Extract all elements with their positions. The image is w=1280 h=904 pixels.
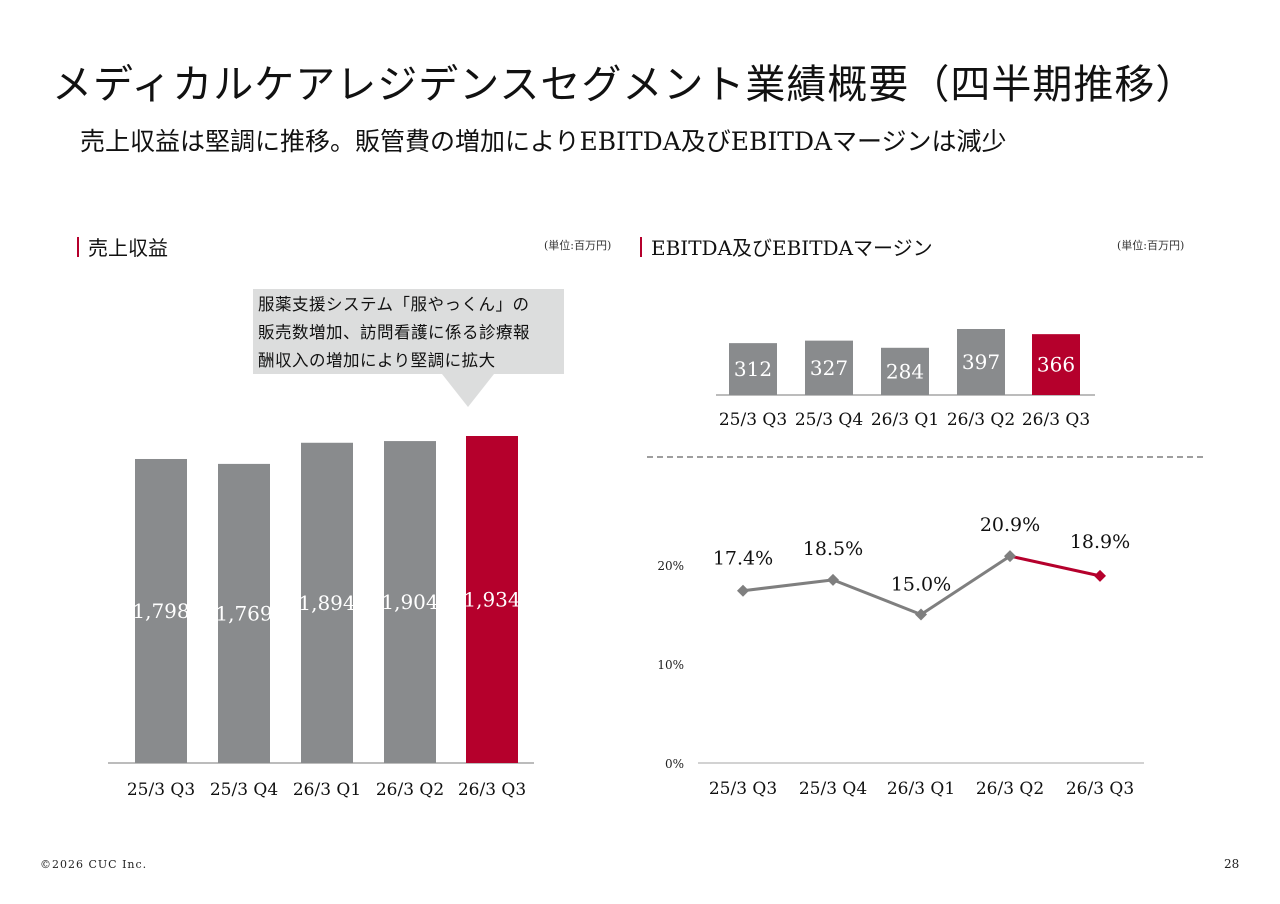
y-tick-label: 0%	[665, 757, 684, 771]
bar-value-label: 327	[810, 356, 848, 380]
section-accent-bar	[640, 236, 642, 257]
category-label: 25/3 Q3	[719, 410, 787, 430]
footer-copyright: ©2026 CUC Inc.	[40, 858, 148, 871]
category-label: 26/3 Q2	[947, 410, 1015, 430]
revenue-section-title: 売上収益	[88, 236, 168, 260]
data-label: 17.4%	[713, 548, 773, 570]
bar-value-label: 1,934	[463, 588, 520, 612]
bar-value-label: 1,894	[298, 591, 355, 615]
category-label: 26/3 Q1	[293, 780, 361, 800]
bar-value-label: 397	[962, 350, 1000, 374]
callout-line: 酬収入の増加により堅調に拡大	[258, 351, 496, 370]
bar	[301, 442, 353, 763]
diamond-marker	[1004, 550, 1016, 563]
callout-pointer	[442, 374, 494, 407]
bar-value-label: 284	[886, 359, 924, 383]
line-segment	[1009, 554, 1101, 578]
category-label: 26/3 Q3	[458, 780, 526, 800]
bar	[135, 458, 187, 763]
bar-value-label: 366	[1037, 353, 1075, 377]
revenue-unit-label: (単位:百万円)	[544, 239, 612, 252]
bar-value-label: 1,798	[132, 599, 189, 623]
bar	[1032, 334, 1080, 395]
page-title: メディカルケアレジデンスセグメント業績概要（四半期推移）	[52, 62, 1197, 108]
revenue-callout: 服薬支援システム「服やっくん」の 販売数増加、訪問看護に係る診療報 酬収入の増加…	[253, 289, 564, 374]
ebitda-section-title: EBITDA及びEBITDAマージン	[651, 236, 933, 260]
line-segment	[742, 578, 834, 593]
category-label: 25/3 Q4	[210, 780, 278, 800]
category-label: 25/3 Q4	[795, 410, 863, 430]
ebitda-section-header: EBITDA及びEBITDAマージン	[640, 232, 933, 261]
bar-value-label: 1,904	[381, 590, 438, 614]
callout-line: 販売数増加、訪問看護に係る診療報	[258, 323, 530, 342]
bar-value-label: 1,769	[215, 601, 272, 625]
bar	[805, 340, 853, 395]
ebitda-bar-chart: 312 25/3 Q3 327 25/3 Q4 284 26/3 Q1 397 26/3 Q2…	[716, 329, 1095, 430]
page-subtitle: 売上収益は堅調に推移。販管費の増加によりEBITDA及びEBITDAマージンは減…	[80, 127, 1007, 156]
category-label: 25/3 Q3	[709, 779, 777, 799]
data-label: 18.9%	[1070, 531, 1130, 553]
category-label: 26/3 Q3	[1066, 779, 1134, 799]
revenue-bar-chart: 1,798 25/3 Q3 1,769 25/3 Q4 1,894 26/3 Q1 1,90…	[108, 436, 534, 800]
bar	[957, 329, 1005, 395]
page-number: 28	[1224, 857, 1240, 871]
bar-value-label: 312	[734, 357, 772, 381]
diamond-marker	[737, 584, 749, 597]
category-label: 26/3 Q2	[376, 780, 444, 800]
line-segment	[832, 578, 922, 616]
revenue-section-header: 売上収益	[77, 232, 168, 261]
ebitda-unit-label: (単位:百万円)	[1117, 239, 1185, 252]
callout-line: 服薬支援システム「服やっくん」の	[258, 295, 530, 314]
bar	[384, 441, 436, 763]
diamond-marker	[827, 573, 839, 586]
line-segment	[920, 554, 1011, 616]
section-accent-bar	[77, 236, 79, 257]
category-label: 25/3 Q3	[127, 780, 195, 800]
data-label: 15.0%	[891, 574, 951, 596]
bar	[729, 343, 777, 395]
bar	[466, 436, 518, 763]
category-label: 26/3 Q1	[887, 779, 955, 799]
bar	[881, 347, 929, 395]
data-label: 20.9%	[980, 514, 1040, 536]
diamond-marker	[1094, 569, 1106, 582]
y-tick-label: 20%	[657, 559, 684, 573]
data-label: 18.5%	[803, 538, 863, 560]
category-label: 26/3 Q1	[871, 410, 939, 430]
category-label: 26/3 Q2	[976, 779, 1044, 799]
ebitda-margin-line-chart: 0% 10% 20% 17.4% 25/3 Q3 18.5% 25/3 Q4 15.0% 26/…	[657, 514, 1144, 799]
diamond-marker	[915, 608, 927, 621]
bar	[218, 463, 270, 763]
category-label: 26/3 Q3	[1022, 410, 1090, 430]
y-tick-label: 10%	[657, 658, 684, 672]
category-label: 25/3 Q4	[799, 779, 867, 799]
